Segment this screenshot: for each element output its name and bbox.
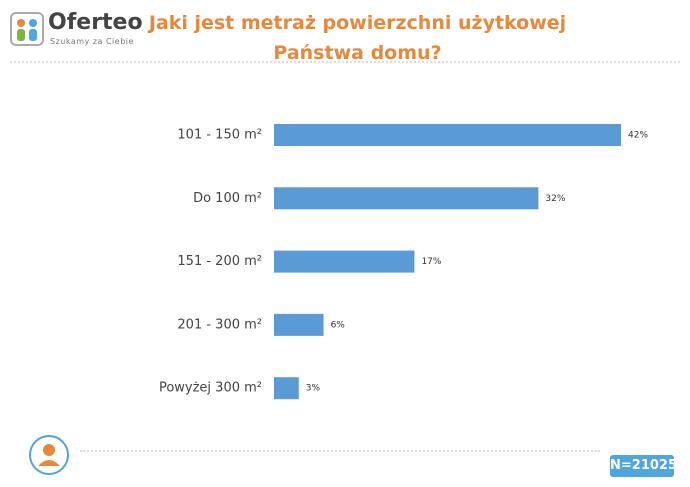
bar: [274, 250, 415, 273]
category-label: 151 - 200 m²: [177, 254, 262, 269]
value-label: 3%: [306, 384, 321, 394]
bar: [274, 377, 299, 400]
chart-title: Jaki jest metraż powierzchni użytkowej P…: [148, 12, 567, 64]
person-icon: [29, 435, 69, 475]
bar: [274, 124, 621, 146]
value-label: 17%: [421, 257, 441, 267]
category-label: Powyżej 300 m²: [159, 381, 262, 396]
sample-size: N=21025: [610, 455, 677, 477]
chart: 101 - 150 m² 42% Do 100 m² 32% 151 - 200 m² 1…: [159, 124, 648, 400]
value-label: 6%: [331, 320, 346, 330]
bar: [274, 187, 539, 210]
brand-tagline: Szukamy za Ciebie: [50, 37, 134, 46]
category-label: Do 100 m²: [193, 191, 262, 206]
value-label: 42%: [628, 131, 648, 141]
brand-name: Oferteo: [48, 10, 143, 35]
logo-icon: [10, 12, 44, 46]
divider: [10, 61, 680, 63]
value-label: 32%: [545, 194, 565, 204]
bar: [274, 313, 324, 336]
divider: [80, 450, 600, 452]
category-label: 101 - 150 m²: [177, 128, 262, 143]
category-label: 201 - 300 m²: [177, 317, 262, 332]
